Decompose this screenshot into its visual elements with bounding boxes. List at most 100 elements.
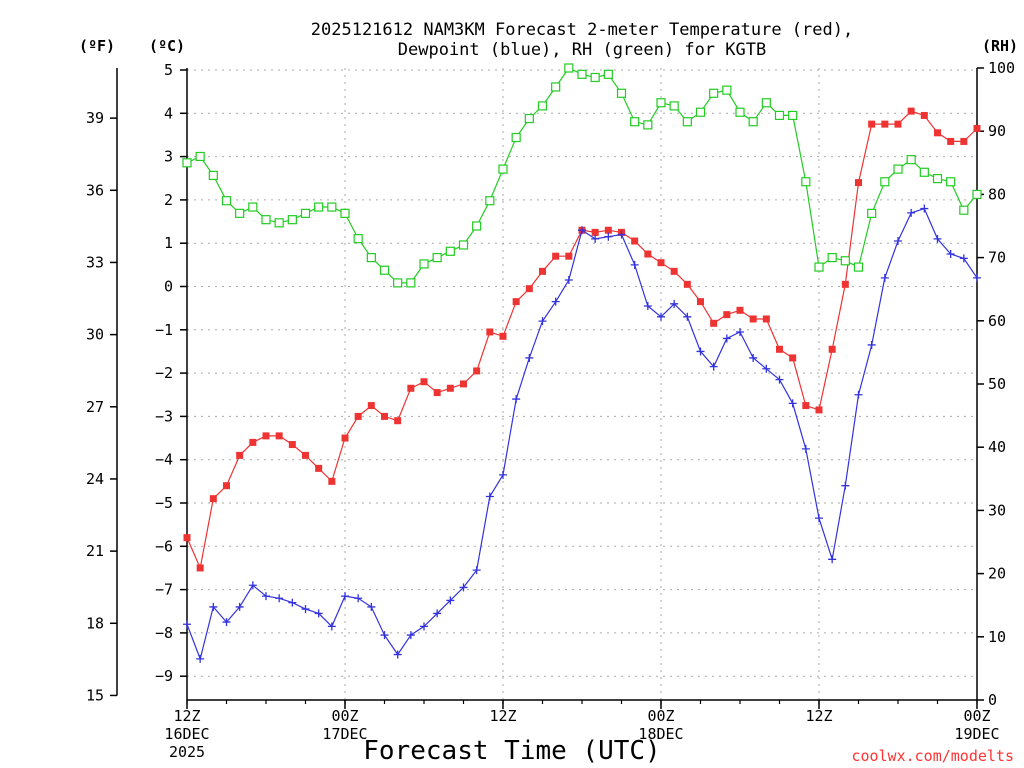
- fahrenheit-unit-label: (ºF): [79, 37, 115, 55]
- rh-point: [656, 98, 666, 108]
- time-tick-label: 18DEC: [638, 725, 683, 743]
- rh-point: [709, 88, 719, 98]
- dewpoint-point: [512, 395, 521, 404]
- temperature-point: [446, 384, 454, 392]
- temperature-point: [828, 345, 836, 353]
- fahrenheit-axis-ticks: 15 18 21 24 27 30 33 36 39: [86, 109, 117, 704]
- temperature-point: [907, 107, 915, 115]
- dewpoint-point: [815, 514, 823, 523]
- time-tick-label: 12Z: [173, 707, 200, 725]
- temperature-point: [657, 259, 665, 267]
- dewpoint-point: [683, 312, 692, 321]
- celsius-tick-label: 4: [164, 104, 173, 122]
- dewpoint-point: [841, 481, 850, 490]
- temperature-point: [789, 354, 797, 362]
- celsius-axis-ticks: −9 −8 −7 −6 −5 −4 −3 −2 −1 0 1 2 3 4 5: [155, 61, 187, 685]
- rh-point: [366, 253, 376, 263]
- rh-point: [353, 234, 363, 244]
- dewpoint-point: [525, 353, 534, 362]
- celsius-tick-label: −5: [155, 494, 173, 512]
- dewpoint-point: [907, 208, 916, 217]
- temperature-point: [776, 345, 783, 353]
- temperature-point: [381, 412, 388, 420]
- dewpoint-point: [196, 654, 205, 663]
- rh-point: [932, 174, 943, 184]
- time-tick-label: 2025: [169, 743, 205, 761]
- celsius-tick-label: −9: [155, 667, 173, 685]
- time-tick-label: 16DEC: [164, 725, 209, 743]
- rh-point: [537, 101, 548, 111]
- series-line-dewpoint: [186, 207, 978, 661]
- dewpoint-point: [920, 204, 929, 213]
- temperature-point: [512, 298, 520, 306]
- temperature-point: [223, 482, 230, 490]
- celsius-tick-label: 1: [164, 234, 173, 252]
- temperature-point: [473, 367, 481, 375]
- rh-point: [406, 278, 416, 288]
- rh-point: [616, 88, 627, 98]
- temperature-point: [196, 564, 204, 572]
- temperature-point: [262, 432, 270, 440]
- rh-tick-label: 100: [988, 59, 1015, 77]
- temperature-point: [328, 477, 336, 485]
- temperature-point: [249, 438, 257, 446]
- time-tick-label: 17DEC: [322, 725, 367, 743]
- temperature-point: [920, 111, 928, 119]
- dewpoint-point: [854, 390, 863, 399]
- dewpoint-point: [262, 592, 270, 601]
- time-tick-label: 00Z: [963, 707, 990, 725]
- temperature-point: [433, 389, 441, 397]
- temperature-point: [802, 402, 810, 410]
- dewpoint-point: [209, 602, 218, 611]
- dewpoint-point: [341, 592, 349, 601]
- dewpoint-point: [433, 609, 442, 618]
- dewpoint-point: [564, 276, 573, 285]
- dewpoint-point: [485, 492, 494, 501]
- dewpoint-point: [801, 444, 810, 453]
- dewpoint-point: [327, 622, 336, 631]
- temperature-point: [591, 228, 599, 236]
- rh-point: [485, 196, 495, 206]
- rh-point: [946, 177, 956, 187]
- dewpoint-point: [222, 618, 231, 627]
- dewpoint-point: [235, 602, 244, 611]
- time-tick-label: 00Z: [647, 707, 674, 725]
- celsius-tick-label: 2: [164, 191, 173, 209]
- temperature-point: [367, 402, 375, 410]
- dewpoint-point: [722, 334, 731, 343]
- rh-point: [919, 167, 929, 177]
- rh-point: [248, 202, 258, 212]
- rh-point: [959, 205, 969, 215]
- dewpoint-point: [880, 273, 889, 282]
- celsius-tick-label: −7: [155, 581, 173, 599]
- temperature-point: [420, 378, 428, 386]
- rh-point: [761, 98, 771, 108]
- time-tick-label: 19DEC: [954, 725, 999, 743]
- rh-point: [195, 151, 205, 162]
- rh-point: [603, 69, 613, 79]
- temperature-point: [868, 120, 876, 128]
- dewpoint-point: [499, 470, 507, 479]
- rh-point: [445, 246, 455, 256]
- rh-point: [774, 110, 785, 121]
- dewpoint-point: [959, 254, 968, 263]
- rh-point: [669, 101, 679, 111]
- dewpoint-point: [973, 273, 981, 282]
- rh-point: [893, 164, 903, 174]
- dewpoint-point: [301, 605, 310, 614]
- dewpoint-point: [643, 301, 652, 310]
- temperature-point: [749, 315, 757, 323]
- time-tick-label: 00Z: [331, 707, 358, 725]
- rh-point: [880, 177, 890, 187]
- temperature-point: [354, 412, 362, 420]
- series-line-rh: [186, 67, 978, 284]
- dewpoint-point: [367, 602, 376, 611]
- rh-point: [590, 72, 600, 83]
- temperature-point: [394, 417, 402, 425]
- temperature-point: [881, 120, 889, 128]
- temperature-point: [736, 306, 744, 314]
- rh-point: [853, 262, 864, 272]
- celsius-tick-label: −8: [155, 624, 173, 642]
- temperature-point: [525, 285, 533, 293]
